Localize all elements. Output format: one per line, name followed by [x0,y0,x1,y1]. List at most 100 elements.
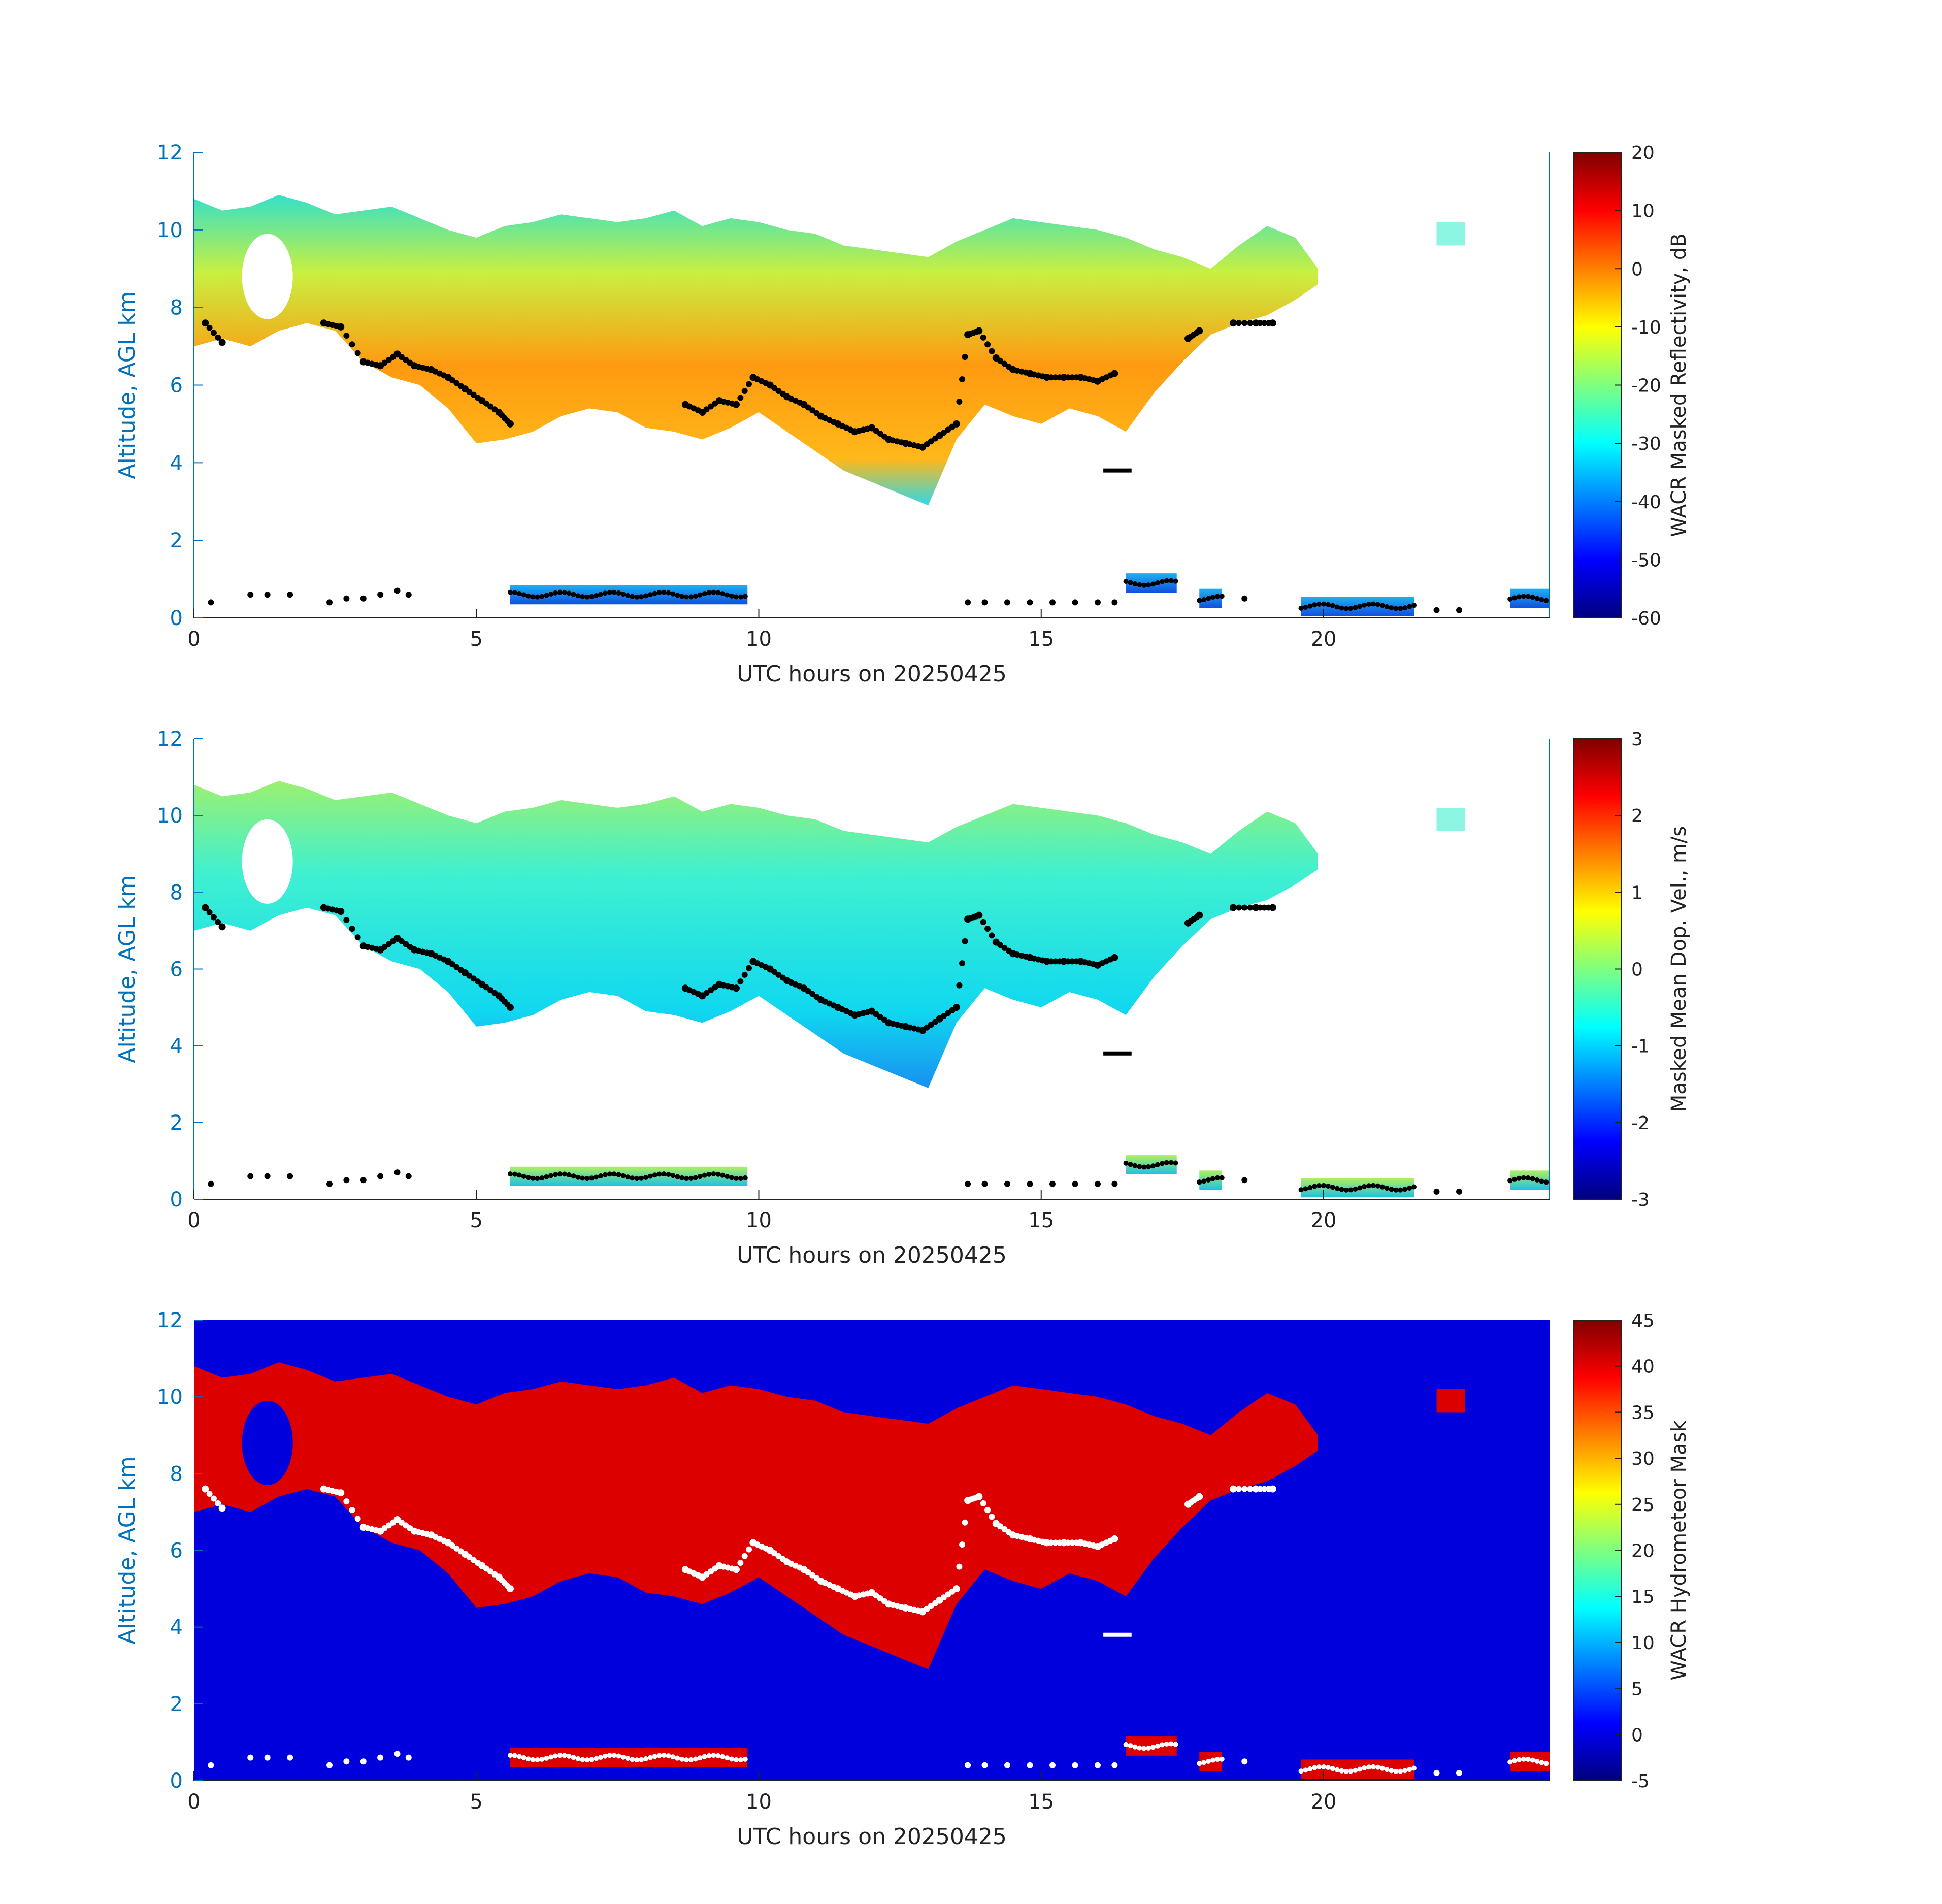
colorbar-tick-label: -2 [1631,1113,1650,1134]
cloud-base-point [656,590,662,596]
cloud-base-point [634,1757,640,1763]
cloud-base-point [611,1171,617,1177]
cloud-base-point [326,599,333,606]
cloud-base-point [616,590,621,596]
cloud-base-point [343,917,350,924]
colorbar [1573,1320,1622,1781]
cloud-base-point [453,380,460,386]
cloud-base-point [530,1175,536,1181]
cloud-base-point [712,400,718,407]
cloud-base-point [630,1757,635,1762]
cloud-base-point [566,1172,572,1177]
colorbar [1573,152,1622,618]
cloud-base-point [1530,595,1535,600]
cloud-base-point [989,348,995,354]
y-tick-label: 2 [170,1693,183,1716]
cloud-base-point [1155,1162,1160,1167]
x-axis-label: UTC hours on 20250425 [737,661,1007,687]
cloud-base-point [620,1754,626,1760]
cloud-base-point [575,1756,581,1761]
cloud-base-point [423,366,430,372]
colorbar-tick-label: 0 [1631,259,1643,280]
cloud-base-point [981,599,988,606]
cloud-base-point [1534,596,1540,601]
cloud-base-point [1219,1756,1225,1762]
cloud-base-point [661,589,667,595]
cloud-base-point [742,594,748,599]
cloud-base-point [1241,904,1248,911]
cloud-base-point [354,350,361,356]
colorbar-label: WACR Hydrometeor Mask [1667,1420,1691,1681]
cloud-base-point [1353,1767,1358,1773]
cloud-base-point [1048,1539,1055,1546]
cloud-base-point [598,592,603,597]
cloud-base-point [349,1507,355,1514]
colorbar-tick-label: 15 [1631,1587,1655,1607]
cloud-base-point [1073,958,1080,965]
cloud-base-point [973,913,979,920]
cloud-base-point [1321,1183,1326,1188]
cloud-base-point [1343,1187,1349,1193]
cloud-base-point [1073,1539,1080,1546]
cloud-base-point [932,435,939,442]
cloud-base-point [1027,1762,1033,1768]
cloud-base-point [965,599,971,606]
cloud-base-point [693,1756,698,1762]
cloud-base-point [741,1553,748,1559]
cloud-base-point [264,1173,271,1179]
cloud-base-point [607,1171,612,1177]
cloud-base-point [695,991,701,997]
cloud-base-point [208,1180,214,1187]
cloud-base-point [643,1756,648,1762]
cloud-base-point [984,1507,991,1514]
cloud-base-point [1155,1743,1160,1749]
cloud-base-point [675,593,680,598]
cloud-base-point [981,1762,988,1768]
cloud-base-point [1107,1537,1114,1544]
cloud-base-point [989,932,995,939]
cloud-base-point [377,592,384,598]
cloud-base-point [1534,1177,1540,1183]
cloud-base-point [1339,605,1344,611]
y-tick-label: 6 [170,958,183,981]
cloud-base-point [1159,579,1165,584]
cloud-base-point [589,1175,595,1181]
cloud-base-point [1393,1768,1399,1774]
cloud-base-point [333,1489,340,1495]
cloud-base-point [1069,374,1075,381]
cloud-base-point [1379,1184,1385,1190]
cloud-base-point [562,1753,567,1758]
cloud-base-point [962,354,968,360]
cloud-base-point [1261,904,1268,911]
cloud-base-point [1201,1760,1207,1765]
x-tick-label: 0 [187,1209,200,1232]
cloud-base-point [584,1757,590,1763]
cloud-base-point [1312,1184,1318,1189]
isolated-echo [1436,808,1465,831]
cloud-base-point [746,381,752,387]
cloud-base-point [949,423,956,430]
cloud-base-point [594,1756,599,1761]
cloud-base-point [1521,1756,1526,1762]
cloud-base-point [1111,1180,1118,1187]
cloud-base-point [1312,602,1318,608]
colorbar-tick-label: 10 [1631,201,1655,222]
cloud-base-point [734,594,739,600]
cloud-base-point [1132,1163,1138,1168]
cloud-base-point [915,1026,921,1033]
cloud-base-point [675,1174,680,1179]
cloud-base-point [729,1756,735,1762]
cloud-base-point [457,1548,464,1555]
cloud-base-point [1370,601,1376,607]
cloud-base-point [980,918,986,925]
cloud-base-point [553,590,558,596]
cloud-base-point [218,1504,226,1512]
cloud-base-point [763,964,769,970]
cloud-base-point [1111,1762,1118,1768]
cloud-base-point [1123,1742,1129,1747]
cloud-base-point [1379,603,1385,608]
cloud-base-point [1330,1185,1335,1190]
cloud-base-point [1241,320,1248,326]
cloud-base-point [1056,958,1063,965]
cloud-base-point [1210,1757,1215,1763]
